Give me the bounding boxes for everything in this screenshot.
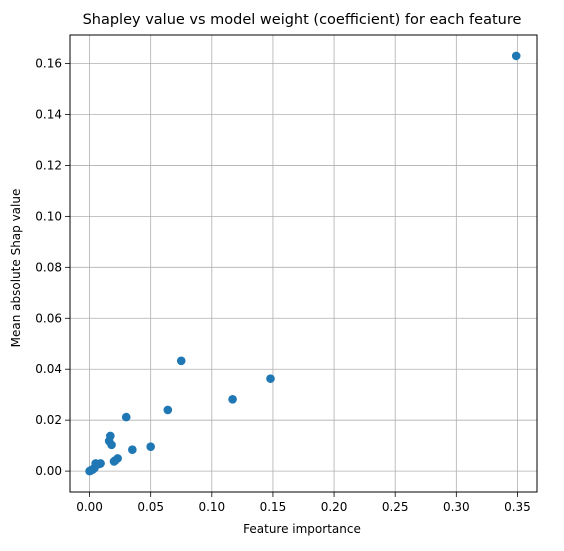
scatter-point [266,374,275,383]
y-tick-label: 0.02 [35,413,62,427]
grid [70,35,537,492]
scatter-point [128,445,137,455]
y-tick-label: 0.12 [35,158,62,172]
x-tick-label: 0.30 [443,500,470,514]
scatter-point [228,394,237,404]
y-tick-label: 0.16 [35,57,62,71]
chart-title: Shapley value vs model weight (coefficie… [83,12,522,28]
scatter-point [109,457,119,466]
scatter-point [121,412,131,422]
x-tick-label: 0.05 [137,500,164,514]
data-points [85,51,521,476]
x-tick-label: 0.10 [198,500,225,514]
x-tick-label: 0.00 [76,500,103,514]
x-tick-label: 0.35 [504,500,531,514]
plot-frame [69,34,538,493]
y-tick-label: 0.04 [35,362,62,376]
x-axis-label: Feature importance [243,522,361,536]
y-tick-label: 0.10 [35,209,62,223]
y-tick-label: 0.14 [35,107,62,121]
x-tick-label: 0.15 [260,500,287,514]
scatter-point [85,466,94,476]
y-tick-label: 0.06 [35,311,62,325]
y-axis-label: Mean absolute Shap value [9,189,23,348]
y-axis-ticks: 0.00 0.02 0.04 0.06 0.08 0.10 0.12 0.14 0.16 [35,57,70,478]
scatter-point [146,442,155,451]
y-tick-label: 0.08 [35,260,62,274]
scatter-point [104,436,114,446]
x-tick-label: 0.20 [321,500,348,514]
scatter-point [511,51,521,61]
y-tick-label: 0.00 [35,464,62,478]
scatter-point [163,405,173,415]
scatter-point [176,356,186,366]
x-axis-ticks: 0.00 0.05 0.10 0.15 0.20 0.25 0.30 0.35 [76,492,531,514]
x-tick-label: 0.25 [382,500,409,514]
